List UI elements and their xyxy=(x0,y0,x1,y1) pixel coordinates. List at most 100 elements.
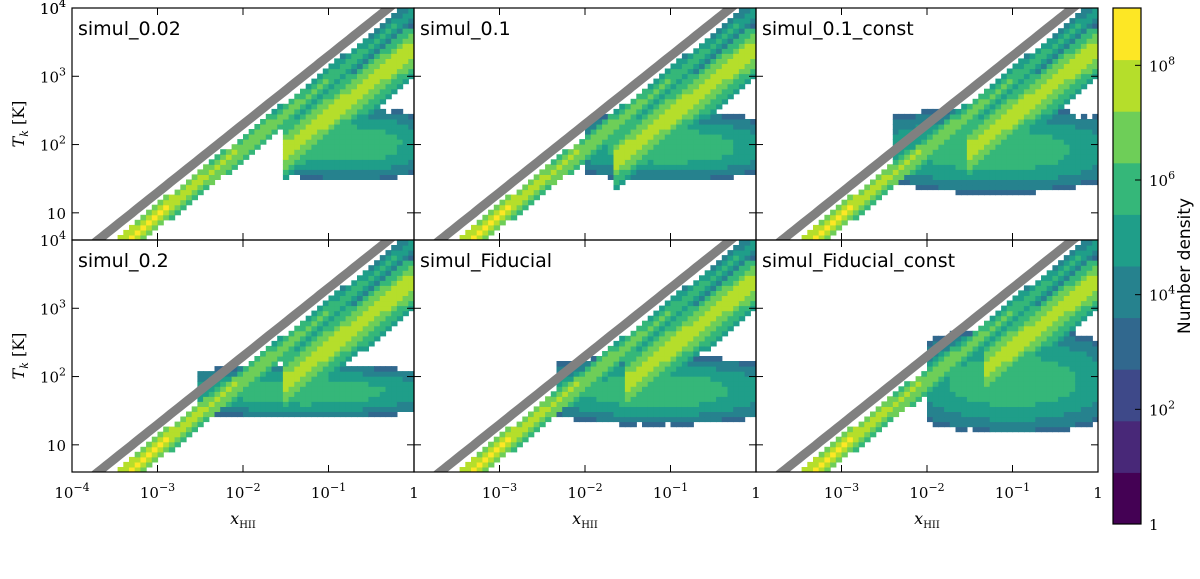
heat-cell xyxy=(607,139,615,145)
heat-cell xyxy=(653,149,660,155)
heat-cell xyxy=(357,139,364,145)
heat-cell xyxy=(619,386,626,392)
heat-cell xyxy=(345,93,352,100)
heat-cell xyxy=(607,406,615,412)
heat-cell xyxy=(482,446,489,453)
heat-cell xyxy=(721,159,729,165)
heat-cell xyxy=(738,401,746,407)
heat-cell xyxy=(396,164,404,170)
heat-cell xyxy=(339,340,347,347)
heat-cell xyxy=(995,119,1002,125)
heat-cell xyxy=(328,320,335,327)
heat-cell xyxy=(704,98,711,105)
heat-cell xyxy=(733,320,740,327)
heat-cell xyxy=(881,421,888,428)
heat-cell xyxy=(602,149,609,155)
heat-cell xyxy=(220,406,227,412)
heat-cell xyxy=(813,235,820,240)
heat-cell xyxy=(693,83,700,90)
heat-cell xyxy=(1035,174,1042,180)
heat-cell xyxy=(282,174,290,180)
heat-cell xyxy=(562,396,569,402)
heat-cell xyxy=(1018,315,1025,322)
heat-cell xyxy=(1063,320,1071,327)
heat-cell xyxy=(385,371,392,377)
heat-cell xyxy=(613,356,620,362)
heat-cell xyxy=(248,411,255,418)
heat-cell xyxy=(379,78,387,85)
heat-cell xyxy=(995,320,1002,327)
heat-cell xyxy=(1006,305,1014,312)
heat-cell xyxy=(408,13,414,19)
heat-cell xyxy=(676,330,683,337)
heat-cell xyxy=(311,134,318,140)
heat-cell xyxy=(710,411,717,418)
heat-cell xyxy=(744,295,751,302)
heat-cell xyxy=(642,139,649,145)
x-axis-label: xHII xyxy=(230,509,256,531)
heat-cell xyxy=(704,159,711,165)
heat-cell xyxy=(681,103,689,110)
heat-cell xyxy=(1075,310,1082,317)
heat-cell xyxy=(1063,108,1071,115)
heat-cell xyxy=(1080,340,1088,347)
heat-cell xyxy=(282,411,290,418)
heat-cell xyxy=(898,124,905,130)
heat-cell xyxy=(1023,361,1031,367)
heat-cell xyxy=(738,240,746,246)
heat-cell xyxy=(322,381,330,387)
heat-cell xyxy=(1075,119,1082,125)
heat-cell xyxy=(699,416,706,423)
heat-cell xyxy=(345,335,352,342)
heat-cell xyxy=(727,361,734,367)
heat-cell xyxy=(750,265,756,271)
x-tick-label: 1 xyxy=(751,484,761,502)
heat-cell xyxy=(744,376,751,382)
heat-cell xyxy=(1058,396,1065,402)
heat-cell xyxy=(1023,320,1031,327)
heat-cell xyxy=(727,250,734,256)
heat-cell xyxy=(875,411,882,418)
heat-cell xyxy=(237,149,244,155)
heat-cell xyxy=(243,396,250,402)
heat-cell xyxy=(659,305,666,312)
heat-cell xyxy=(311,154,318,160)
heat-cell xyxy=(1063,381,1071,387)
heat-cell xyxy=(687,421,694,428)
heat-cell xyxy=(978,144,985,150)
heat-cell xyxy=(1041,139,1048,145)
heat-cell xyxy=(351,320,358,327)
heat-cell xyxy=(533,194,540,201)
heat-cell xyxy=(1041,386,1048,392)
heat-cell xyxy=(391,300,398,307)
panel-title: simul_0.1_const xyxy=(762,18,914,40)
heat-cell xyxy=(345,376,352,382)
heat-cell xyxy=(231,406,238,412)
heat-cell xyxy=(590,149,597,155)
heat-cell xyxy=(727,164,734,170)
heat-cell xyxy=(1029,108,1036,115)
heat-cell xyxy=(573,386,580,392)
heat-cell xyxy=(1075,48,1082,54)
heat-cell xyxy=(396,396,404,402)
heat-cell xyxy=(488,441,495,448)
heat-cell xyxy=(1075,345,1082,352)
heat-cell xyxy=(402,149,409,155)
heat-cell xyxy=(624,164,632,170)
heat-cell xyxy=(1063,376,1071,382)
heat-cell xyxy=(716,63,723,70)
heat-cell xyxy=(984,134,991,140)
heat-cell xyxy=(374,174,381,180)
heat-cell xyxy=(539,169,546,175)
heat-cell xyxy=(374,28,381,34)
heat-cell xyxy=(254,366,261,372)
heat-cell xyxy=(493,441,501,448)
heat-cell xyxy=(710,391,717,397)
heat-cell xyxy=(1041,73,1048,80)
heat-cell xyxy=(1001,335,1008,342)
heat-cell xyxy=(938,139,945,145)
heat-cell xyxy=(1041,416,1048,423)
heat-cell xyxy=(374,103,381,110)
heat-cell xyxy=(157,446,164,453)
heat-cell xyxy=(733,401,740,407)
